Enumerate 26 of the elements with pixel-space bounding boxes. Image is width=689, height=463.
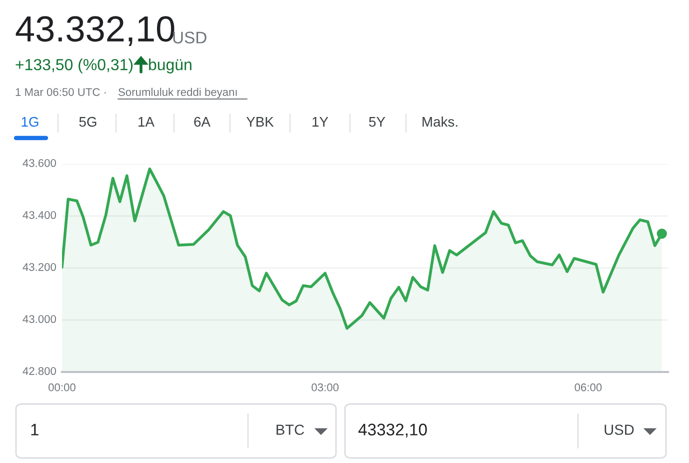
y-tick-label: 43.600: [22, 159, 56, 167]
text: USD: [604, 424, 634, 435]
text: 1Y: [312, 117, 328, 127]
text: Maks.: [422, 116, 458, 127]
y-tick-label: 43.400: [22, 211, 56, 219]
text: 1G: [22, 116, 38, 127]
text: 1 Mar 06:50 UTC ·: [16, 88, 106, 96]
y-tick-label: 42.800: [22, 367, 56, 375]
text: BTC: [276, 424, 304, 435]
y-tick-label: 43.000: [22, 315, 56, 323]
text: 1A: [138, 117, 154, 127]
text: USD: [173, 32, 206, 44]
text: bugün: [149, 58, 192, 74]
x-tick-label: 03:00: [312, 383, 339, 392]
x-tick-label: 06:00: [574, 383, 602, 392]
text: 43.332,10: [16, 16, 174, 46]
text: Sorumluluk reddi beyanı: [118, 88, 237, 98]
text: 6A: [194, 116, 210, 127]
text: YBK: [246, 117, 274, 127]
text: 43332,10: [358, 424, 427, 438]
text: 5G: [79, 116, 96, 127]
x-tick-label: 00:00: [48, 383, 76, 392]
y-tick-label: 43.200: [22, 263, 56, 271]
text: +133,50 (%0,31): [16, 58, 133, 74]
text: 5Y: [369, 117, 386, 127]
text: 1: [31, 424, 38, 436]
